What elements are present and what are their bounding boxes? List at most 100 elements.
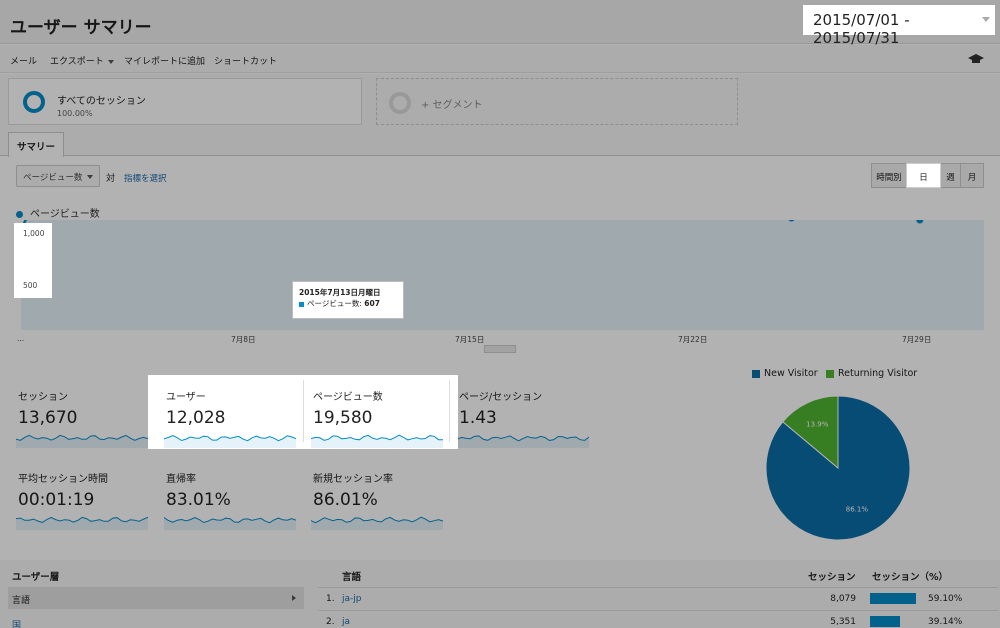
period-day-button[interactable]: 日	[906, 163, 941, 188]
pie-slice[interactable]	[782, 395, 839, 470]
y-tick-label: 500	[23, 281, 38, 290]
pie-slice[interactable]	[765, 395, 911, 541]
segment-percent: 100.00%	[57, 109, 93, 118]
tooltip-row: ページビュー数: 607	[299, 298, 397, 309]
kpi-card[interactable]: ページ/セッション 1.43	[457, 378, 597, 450]
add-segment-button[interactable]: + セグメント	[376, 78, 738, 125]
table-row: 1. ja-jp 8,079 59.10%	[318, 587, 998, 609]
kpi-value: 12,028	[166, 408, 226, 428]
kpi-value: 19,580	[313, 408, 373, 428]
add-segment-label: + セグメント	[421, 100, 483, 111]
kpi-sparkline	[164, 434, 296, 448]
metric-select[interactable]: ページビュー数	[16, 165, 100, 187]
kpi-label: ページ/セッション	[459, 392, 543, 403]
row-percent: 39.14%	[928, 617, 963, 627]
row-index: 2.	[326, 617, 335, 627]
report-toolbar: メール エクスポート マイレポートに追加 ショートカット	[0, 45, 1000, 73]
x-tick-label: 7月29日	[902, 335, 932, 344]
legend-swatch-icon	[752, 369, 760, 378]
date-range-text: 2015/07/01 - 2015/07/31	[813, 11, 910, 47]
col-sessions-header[interactable]: セッション	[808, 572, 856, 583]
x-tick-label: ...	[17, 334, 25, 343]
kpi-card[interactable]: 直帰率 83.01%	[164, 460, 304, 532]
row-percent: 59.10%	[928, 594, 963, 604]
kpi-label: 新規セッション率	[313, 474, 393, 485]
col-language-header: 言語	[342, 572, 362, 583]
kpi-label: 平均セッション時間	[18, 474, 108, 485]
kpi-label: 直帰率	[166, 474, 196, 485]
segment-name: すべてのセッション	[57, 96, 146, 107]
series-name: ページビュー数	[30, 209, 100, 220]
vs-label: 対	[106, 174, 116, 184]
y-axis-highlight	[14, 223, 52, 298]
dimension-label: 言語	[12, 596, 31, 606]
segment-ring-icon	[23, 91, 45, 113]
kpi-card[interactable]: 新規セッション率 86.01%	[311, 460, 451, 532]
data-point[interactable]	[916, 220, 924, 224]
legend-swatch-icon	[826, 369, 834, 378]
shortcut-button[interactable]: ショートカット	[214, 57, 278, 67]
kpi-card[interactable]: ページビュー数 19,580	[311, 378, 451, 450]
tooltip-series: ページビュー数	[307, 299, 360, 308]
tab-bar: サマリー	[0, 130, 1000, 157]
row-share-bar	[870, 616, 900, 627]
mortarboard-icon[interactable]	[968, 54, 984, 64]
pie-legend-item[interactable]: Returning Visitor	[826, 368, 917, 379]
row-share-bar	[870, 593, 916, 604]
kpi-sparkline	[457, 435, 589, 448]
kpi-card[interactable]: 平均セッション時間 00:01:19	[16, 460, 156, 532]
period-week-button[interactable]: 週	[940, 163, 961, 188]
table-row: 2. ja 5,351 39.14%	[318, 610, 998, 628]
export-menu[interactable]: エクスポート	[50, 54, 114, 67]
x-tick-label: 7月8日	[231, 335, 256, 344]
visitor-type-pie-chart[interactable]: 86.1% 13.9%	[765, 395, 911, 541]
x-tick-label: 7月22日	[678, 335, 708, 344]
kpi-sparkline	[164, 516, 296, 530]
kpi-sparkline	[16, 516, 148, 530]
kpi-label: セッション	[18, 392, 68, 403]
x-tick-label: 7月15日	[455, 335, 485, 344]
dimension-language[interactable]: 言語	[8, 587, 304, 609]
period-month-button[interactable]: 月	[960, 163, 984, 188]
y-tick-label: 1,000	[23, 229, 45, 238]
date-range-picker[interactable]: 2015/07/01 - 2015/07/31	[803, 5, 995, 47]
segment-all-sessions[interactable]: すべてのセッション 100.00%	[8, 78, 362, 125]
caret-down-icon	[107, 59, 114, 64]
segment-placeholder-icon	[389, 92, 411, 114]
chart-legend: ページビュー数	[16, 205, 100, 220]
pie-legend-label: Returning Visitor	[838, 368, 918, 379]
row-language-link[interactable]: ja-jp	[342, 594, 362, 604]
page-header: ユーザー サマリー 2015/07/01 - 2015/07/31	[0, 0, 1000, 47]
kpi-card[interactable]: ユーザー 12,028	[164, 378, 304, 450]
dimension-country[interactable]: 国	[12, 621, 22, 628]
series-swatch-icon	[299, 301, 304, 307]
kpi-value: 00:01:19	[18, 490, 95, 510]
kpi-value: 1.43	[459, 408, 497, 428]
tooltip-value: 607	[364, 299, 380, 308]
kpi-label: ユーザー	[166, 392, 206, 403]
period-hourly-button[interactable]: 時間別	[871, 163, 907, 188]
pie-legend-item[interactable]: New Visitor	[752, 368, 818, 379]
pageviews-line-chart[interactable]	[0, 220, 1000, 350]
kpi-value: 83.01%	[166, 490, 231, 510]
kpi-divider	[303, 380, 304, 442]
export-label: エクスポート	[50, 57, 104, 67]
kpi-divider	[449, 380, 450, 442]
choose-metric-link[interactable]: 指標を選択	[124, 174, 167, 184]
email-button[interactable]: メール	[10, 57, 38, 67]
chevron-right-icon	[292, 595, 296, 601]
chevron-down-icon	[982, 17, 990, 22]
kpi-sparkline	[311, 434, 443, 448]
kpi-label: ページビュー数	[313, 392, 383, 403]
kpi-card[interactable]: セッション 13,670	[16, 378, 156, 450]
col-sessions-pct-header[interactable]: セッション（%）	[872, 572, 949, 583]
tab-summary[interactable]: サマリー	[8, 132, 64, 157]
chart-resize-handle[interactable]	[484, 345, 516, 353]
add-to-dashboard-button[interactable]: マイレポートに追加	[124, 57, 206, 67]
demographics-table: ユーザー層 言語 セッション セッション（%） 言語 国 1. ja-jp 8,…	[0, 560, 1000, 628]
pie-slice-label: 13.9%	[806, 421, 829, 429]
row-sessions: 5,351	[830, 617, 856, 627]
data-point[interactable]	[788, 220, 795, 222]
row-language-link[interactable]: ja	[342, 617, 351, 627]
series-area	[21, 220, 984, 330]
